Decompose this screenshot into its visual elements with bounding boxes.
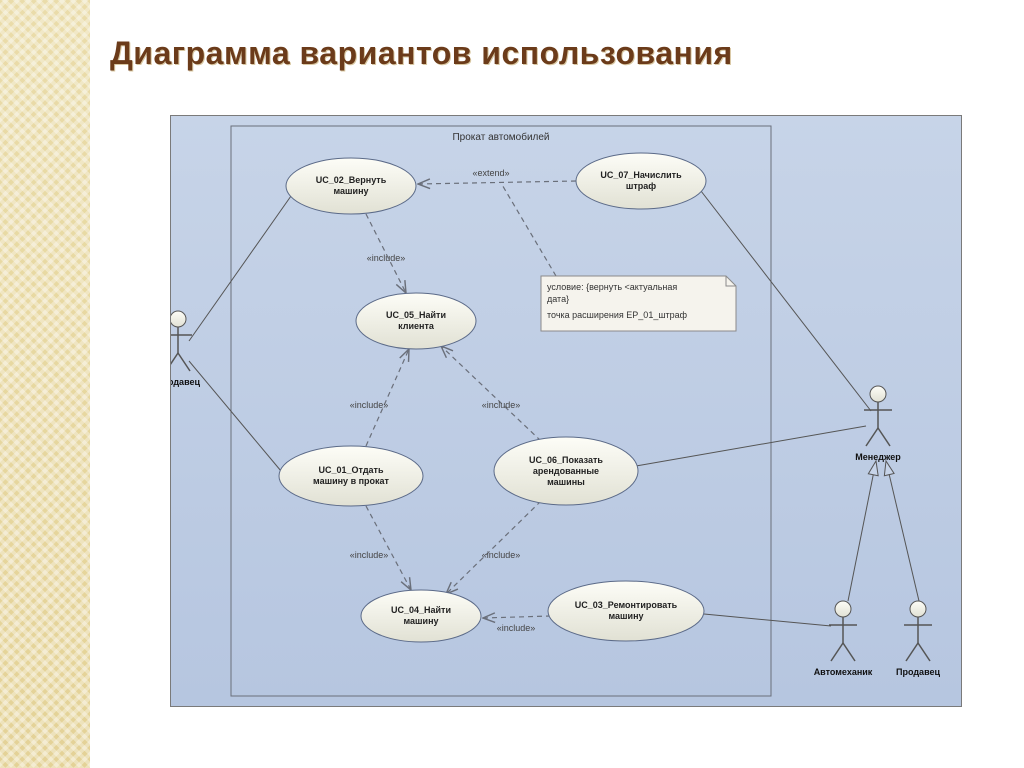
svg-text:Продавец: Продавец — [171, 377, 200, 387]
assoc-seller-uc01 — [189, 361, 281, 471]
svg-text:условие: {вернуть <актуальная: условие: {вернуть <актуальная — [547, 282, 677, 292]
svg-text:UC_04_Найти: UC_04_Найти — [391, 605, 451, 615]
svg-text:арендованные: арендованные — [533, 466, 599, 476]
label-include-5: «include» — [482, 550, 521, 560]
edge-include-uc06-uc05 — [441, 346, 541, 441]
label-extend: «extend» — [472, 168, 509, 178]
gen-seller-manager — [886, 461, 919, 601]
svg-text:машину: машину — [333, 186, 368, 196]
label-include-6: «include» — [497, 623, 536, 633]
svg-text:точка расширения EP_01_штраф: точка расширения EP_01_штраф — [547, 310, 688, 320]
slide: Диаграмма вариантов использования Прокат… — [0, 0, 1024, 768]
svg-text:UC_03_Ремонтировать: UC_03_Ремонтировать — [575, 600, 678, 610]
usecase-uc05: UC_05_Найти клиента — [356, 293, 476, 349]
note-extend-condition: условие: {вернуть <актуальная дата} точк… — [541, 276, 736, 331]
use-case-diagram: Прокат автомобилей «extend» «include» «i… — [170, 115, 962, 707]
actor-manager: Менеджер — [855, 386, 901, 462]
svg-text:машины: машины — [547, 477, 585, 487]
svg-text:UC_07_Начислить: UC_07_Начислить — [600, 170, 682, 180]
svg-text:машину в прокат: машину в прокат — [313, 476, 389, 486]
actor-mechanic: Автомеханик — [814, 601, 873, 677]
usecase-uc04: UC_04_Найти машину — [361, 590, 481, 642]
usecase-uc07: UC_07_Начислить штраф — [576, 153, 706, 209]
assoc-manager-uc06 — [636, 426, 866, 466]
label-include-1: «include» — [367, 253, 406, 263]
svg-text:машину: машину — [403, 616, 438, 626]
usecase-uc02: UC_02_Вернуть машину — [286, 158, 416, 214]
svg-text:UC_01_Отдать: UC_01_Отдать — [319, 465, 384, 475]
svg-text:клиента: клиента — [398, 321, 435, 331]
assoc-mechanic-uc03 — [704, 614, 831, 626]
usecase-uc06: UC_06_Показать арендованные машины — [494, 437, 638, 505]
svg-text:машину: машину — [608, 611, 643, 621]
svg-text:Менеджер: Менеджер — [855, 452, 901, 462]
slide-title: Диаграмма вариантов использования — [110, 35, 733, 72]
label-include-2: «include» — [350, 400, 389, 410]
svg-text:UC_02_Вернуть: UC_02_Вернуть — [316, 175, 387, 185]
edge-include-uc06-uc04 — [446, 501, 541, 594]
edge-include-uc01-uc04 — [366, 506, 411, 590]
system-label: Прокат автомобилей — [452, 131, 549, 143]
edge-include-uc03-uc04 — [483, 616, 551, 618]
assoc-seller-uc02 — [189, 196, 291, 341]
svg-text:дата}: дата} — [547, 294, 569, 304]
svg-text:UC_06_Показать: UC_06_Показать — [529, 455, 603, 465]
actor-seller-right: Продавец — [896, 601, 940, 677]
gen-mechanic-manager — [848, 461, 876, 601]
label-include-3: «include» — [482, 400, 521, 410]
decorative-sidebar — [0, 0, 90, 768]
usecase-uc01: UC_01_Отдать машину в прокат — [279, 446, 423, 506]
svg-text:Автомеханик: Автомеханик — [814, 667, 873, 677]
label-include-4: «include» — [350, 550, 389, 560]
usecase-uc03: UC_03_Ремонтировать машину — [548, 581, 704, 641]
actor-seller-left: Продавец — [171, 311, 200, 387]
edge-include-uc01-uc05 — [366, 349, 409, 446]
svg-text:UC_05_Найти: UC_05_Найти — [386, 310, 446, 320]
svg-text:Продавец: Продавец — [896, 667, 940, 677]
edge-extend-uc07-uc02 — [418, 181, 576, 184]
svg-text:штраф: штраф — [626, 181, 656, 191]
note-anchor — [501, 183, 556, 276]
